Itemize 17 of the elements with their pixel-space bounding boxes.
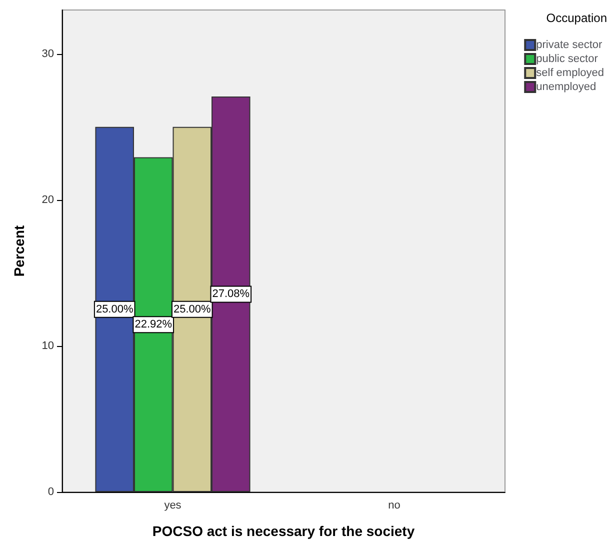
y-tick-label: 30 — [42, 48, 54, 60]
legend-label: unemployed — [536, 81, 596, 93]
data-label: 27.08% — [212, 288, 250, 300]
legend-label: self employed — [536, 67, 604, 79]
legend-label: public sector — [536, 53, 598, 65]
x-axis-title: POCSO act is necessary for the society — [152, 523, 415, 539]
data-label: 25.00% — [173, 303, 211, 316]
data-label: 25.00% — [96, 303, 134, 316]
x-tick-label: yes — [164, 500, 182, 512]
y-tick-label: 0 — [48, 486, 54, 498]
data-label: 22.92% — [134, 318, 172, 331]
legend-label: private sector — [536, 39, 602, 51]
y-tick-label: 20 — [42, 194, 54, 206]
y-tick-label: 10 — [42, 340, 54, 352]
y-axis-title: Percent — [11, 224, 27, 277]
legend-title: Occupation — [546, 11, 607, 25]
x-tick-label: no — [388, 500, 400, 512]
